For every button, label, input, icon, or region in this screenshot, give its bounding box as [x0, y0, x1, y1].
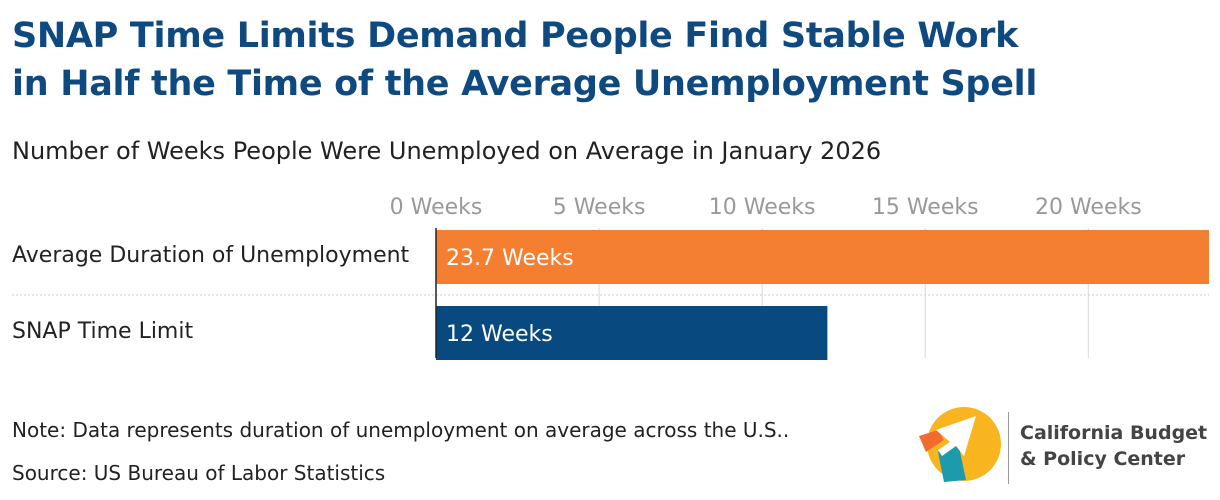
logo-text: California Budget & Policy Center — [1020, 420, 1207, 472]
title-line-2: in Half the Time of the Average Unemploy… — [12, 64, 1038, 104]
cbpc-logo: California Budget & Policy Center — [916, 404, 1216, 490]
chart-title: SNAP Time Limits Demand People Find Stab… — [12, 12, 1212, 108]
logo-mark-icon — [919, 407, 1001, 482]
chart-subtitle: Number of Weeks People Were Unemployed o… — [12, 137, 882, 165]
tick-label-15: 15 Weeks — [872, 195, 979, 220]
bar-0 — [436, 230, 1209, 284]
bar-chart: 0 Weeks 5 Weeks 10 Weeks 15 Weeks 20 Weeks 23… — [12, 195, 1209, 360]
logo-divider — [1008, 412, 1009, 484]
tick-label-20: 20 Weeks — [1035, 195, 1142, 220]
logo-line-1: California Budget — [1020, 422, 1208, 444]
tick-label-10: 10 Weeks — [709, 195, 816, 220]
note-text: Note: Data represents duration of unempl… — [12, 418, 790, 442]
logo-orange-shape — [919, 430, 944, 452]
bar-1 — [436, 306, 828, 360]
tick-label-5: 5 Weeks — [553, 195, 646, 220]
category-label-1: SNAP Time Limit — [12, 319, 193, 344]
tick-label-0: 0 Weeks — [390, 195, 483, 220]
logo-line-2: & Policy Center — [1020, 448, 1186, 470]
title-line-1: SNAP Time Limits Demand People Find Stab… — [12, 16, 1019, 56]
bar-value-label-1: 12 Weeks — [446, 322, 553, 347]
source-text: Source: US Bureau of Labor Statistics — [12, 461, 386, 485]
category-label-0: Average Duration of Unemployment — [12, 243, 410, 268]
bar-value-label-0: 23.7 Weeks — [446, 246, 574, 271]
logo-arrow-shape — [936, 416, 976, 456]
